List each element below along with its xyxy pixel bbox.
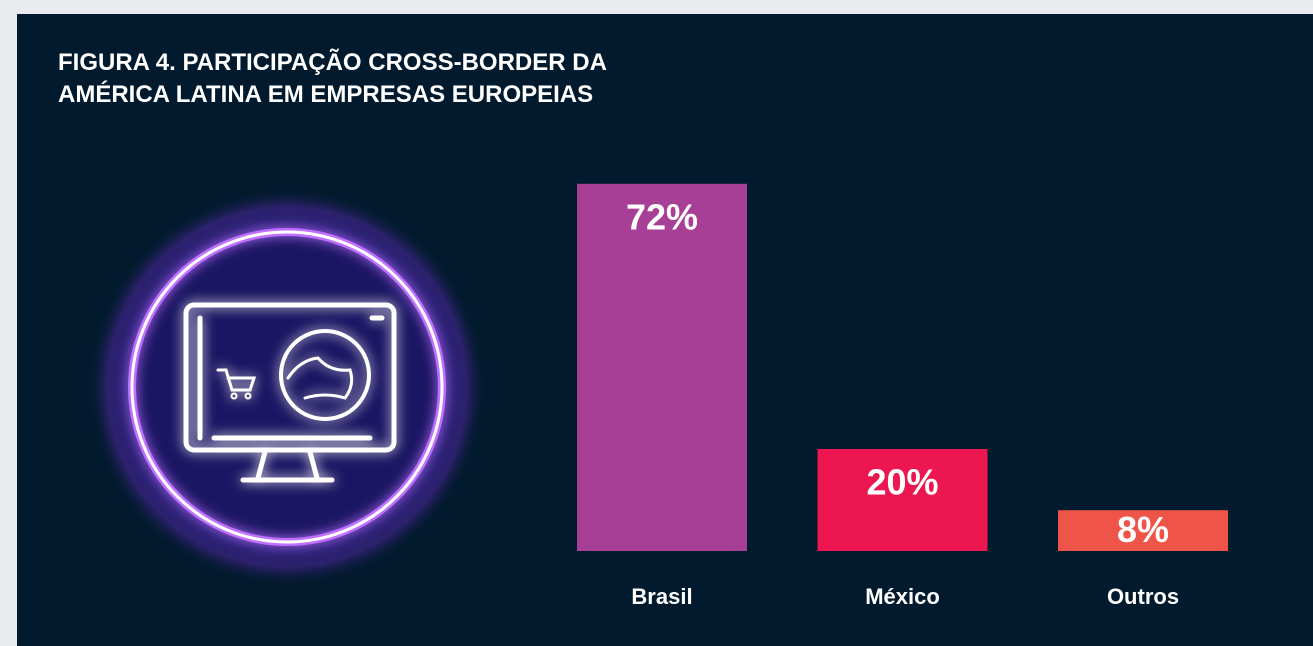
- bar: [577, 183, 747, 552]
- bar: [817, 449, 988, 551]
- value-label: 72%: [626, 196, 698, 237]
- icon: [87, 187, 487, 587]
- value-label: 20%: [866, 462, 938, 503]
- x-tick-label: Brasil: [631, 584, 692, 609]
- value-label: 8%: [1117, 509, 1169, 550]
- x-tick-label: México: [865, 584, 940, 609]
- bar: [1058, 510, 1228, 551]
- x-tick-label: Outros: [1107, 584, 1179, 609]
- chart-title: FIGURA 4. PARTICIPAÇÃO CROSS-BORDER DA A…: [58, 49, 607, 108]
